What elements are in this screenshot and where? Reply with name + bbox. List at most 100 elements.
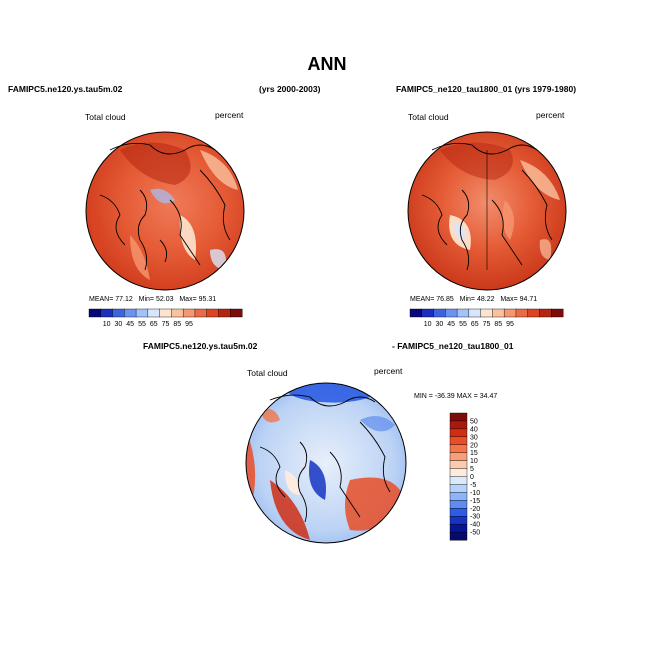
panel3-range-text: MIN = -36.39 MAX = 34.47 — [414, 393, 498, 400]
panel1-colorbar-tick-label: 30 — [115, 321, 123, 328]
panel3-colorbar-swatch — [449, 460, 468, 470]
panel1-colorbar-tick-label: 85 — [173, 321, 181, 328]
panel2-map — [407, 131, 567, 291]
panel2-colorbar-swatch — [445, 308, 458, 318]
panel2-units-label: percent — [536, 110, 565, 120]
panel1-colorbar-swatch — [230, 308, 243, 318]
panel1-colorbar-swatch — [171, 308, 184, 318]
panel3-colorbar-swatch — [449, 476, 468, 485]
panel3-colorbar-swatch — [449, 468, 468, 478]
panel3-colorbar-swatch — [449, 452, 468, 462]
panel1-colorbar-swatch — [206, 308, 219, 318]
panel1-colorbar-tick-label: 75 — [162, 321, 170, 328]
panel2-stats: MEAN= 76.85 Min= 48.22 Max= 94.71 — [410, 296, 537, 303]
panel1-left-title: FAMIPC5.ne120.ys.tau5m.02 — [8, 84, 123, 94]
panel3-colorbar-swatch — [449, 484, 468, 493]
panel2-colorbar-tick-label: 30 — [436, 321, 444, 328]
panel3-colorbar-swatch — [449, 515, 468, 525]
panel2-colorbar-swatch — [503, 308, 517, 318]
panel1-colorbar-swatch — [182, 308, 196, 318]
panel2-min-label: Min= — [459, 296, 476, 303]
panel3-colorbar-swatch — [449, 444, 468, 454]
panel2-colorbar-tick-label: 65 — [471, 321, 479, 328]
panel2-colorbar-swatch — [468, 308, 482, 318]
panel1-colorbar-swatch — [159, 308, 172, 318]
panel2-colorbar-swatch — [480, 308, 493, 318]
panel2-title: FAMIPC5_ne120_tau1800_01 (yrs 1979-1980) — [396, 84, 577, 94]
panel3-colorbar-swatch — [449, 508, 468, 517]
panel2-colorbar-swatch — [492, 308, 505, 318]
panel3-colorbar-swatch — [449, 492, 468, 501]
panel3-colorbar-tick-label: 5 — [470, 466, 474, 473]
panel1-map — [85, 131, 245, 291]
panel2-mean-label: MEAN= — [410, 296, 435, 303]
panel3-colorbar-swatch — [449, 428, 468, 438]
panel2-colorbar-swatch — [409, 308, 423, 318]
panel3-colorbar-tick-label: -30 — [470, 514, 480, 521]
panel2-colorbar-tick-label: 45 — [447, 321, 455, 328]
panel1-colorbar-swatch — [100, 308, 114, 318]
panel3-colorbar-swatch — [449, 531, 468, 541]
panel3-colorbar-swatch — [449, 436, 468, 446]
panel3-left-title: FAMIPC5.ne120.ys.tau5m.02 — [143, 341, 258, 351]
panel3-colorbar-tick-label: -40 — [470, 522, 480, 529]
panel3-colorbar-tick-label: 15 — [470, 450, 478, 457]
panel2-colorbar-swatch — [515, 308, 529, 318]
panel3-colorbar-tick-label: 10 — [470, 458, 478, 465]
panel1-colorbar-swatch — [194, 308, 208, 318]
figure-title: ANN — [307, 54, 347, 74]
panel1-colorbar-swatch — [147, 308, 161, 318]
panel1-variable-label: Total cloud — [85, 112, 126, 122]
panel1-mean-value: 77.12 — [115, 296, 133, 303]
panel3-units-label: percent — [374, 366, 403, 376]
panel2-colorbar-swatch — [433, 308, 446, 318]
panel2-colorbar-tick-label: 55 — [459, 321, 467, 328]
panel2-colorbar-tick-label: 75 — [483, 321, 491, 328]
panel1-stats: MEAN= 77.12 Min= 52.03 Max= 95.31 — [89, 296, 216, 303]
panel2-colorbar-swatch — [539, 308, 552, 318]
panel2-max-value: 94.71 — [519, 296, 538, 303]
panel2-mean-value: 76.85 — [436, 296, 454, 303]
panel1-colorbar-swatch — [135, 308, 149, 318]
panel2-colorbar-swatch — [456, 308, 470, 318]
panel3-colorbar-swatch — [449, 420, 468, 430]
panel2-colorbar-tick-label: 95 — [506, 321, 514, 328]
panel2-colorbar-swatch — [527, 308, 540, 318]
panel1-units-label: percent — [215, 110, 244, 120]
panel2-max-label: Max= — [500, 296, 518, 303]
panel1-colorbar-tick-label: 55 — [138, 321, 146, 328]
panel1-right-title: (yrs 2000-2003) — [259, 84, 321, 94]
panel3-map — [245, 382, 407, 544]
panel1-colorbar-tick-label: 65 — [150, 321, 158, 328]
panel2-min-value: 48.22 — [476, 296, 495, 303]
panel1-colorbar-swatch — [218, 308, 231, 318]
panel3-colorbar-tick-label: 20 — [470, 442, 478, 449]
panel2-colorbar-swatch — [421, 308, 435, 318]
panel3-colorbar-tick-label: -50 — [470, 530, 480, 537]
panel3-colorbar-tick-label: 50 — [470, 418, 478, 425]
panel1-max-label: Max= — [179, 296, 197, 303]
panel3-colorbar-tick-label: -10 — [470, 490, 480, 497]
panel2-colorbar: 10 30 45 55 65 75 85 95 — [409, 308, 564, 328]
panel3-colorbar-tick-label: -5 — [470, 482, 476, 489]
panel3-variable-label: Total cloud — [247, 368, 288, 378]
panel2-colorbar-tick-label: 85 — [494, 321, 502, 328]
panel1-min-label: Min= — [138, 296, 155, 303]
panel2-variable-label: Total cloud — [408, 112, 449, 122]
panel1-colorbar-tick-label: 95 — [185, 321, 193, 328]
panel1-mean-label: MEAN= — [89, 296, 114, 303]
panel3-right-title: - FAMIPC5_ne120_tau1800_01 — [392, 341, 514, 351]
panel3-colorbar-tick-label: 40 — [470, 426, 478, 433]
panel1-colorbar-swatch — [88, 308, 102, 318]
panel1-colorbar-swatch — [124, 308, 137, 318]
panel1-colorbar: 10 30 45 55 65 75 85 95 — [88, 308, 243, 328]
panel3-colorbar-swatch — [449, 500, 468, 509]
panel1-min-value: 52.03 — [155, 296, 174, 303]
panel1-colorbar-swatch — [112, 308, 125, 318]
panel3-colorbar-tick-label: -20 — [470, 506, 480, 513]
panel1-max-value: 95.31 — [198, 296, 217, 303]
panel3-colorbar-swatch — [449, 412, 468, 422]
panel1-colorbar-tick-label: 45 — [126, 321, 134, 328]
